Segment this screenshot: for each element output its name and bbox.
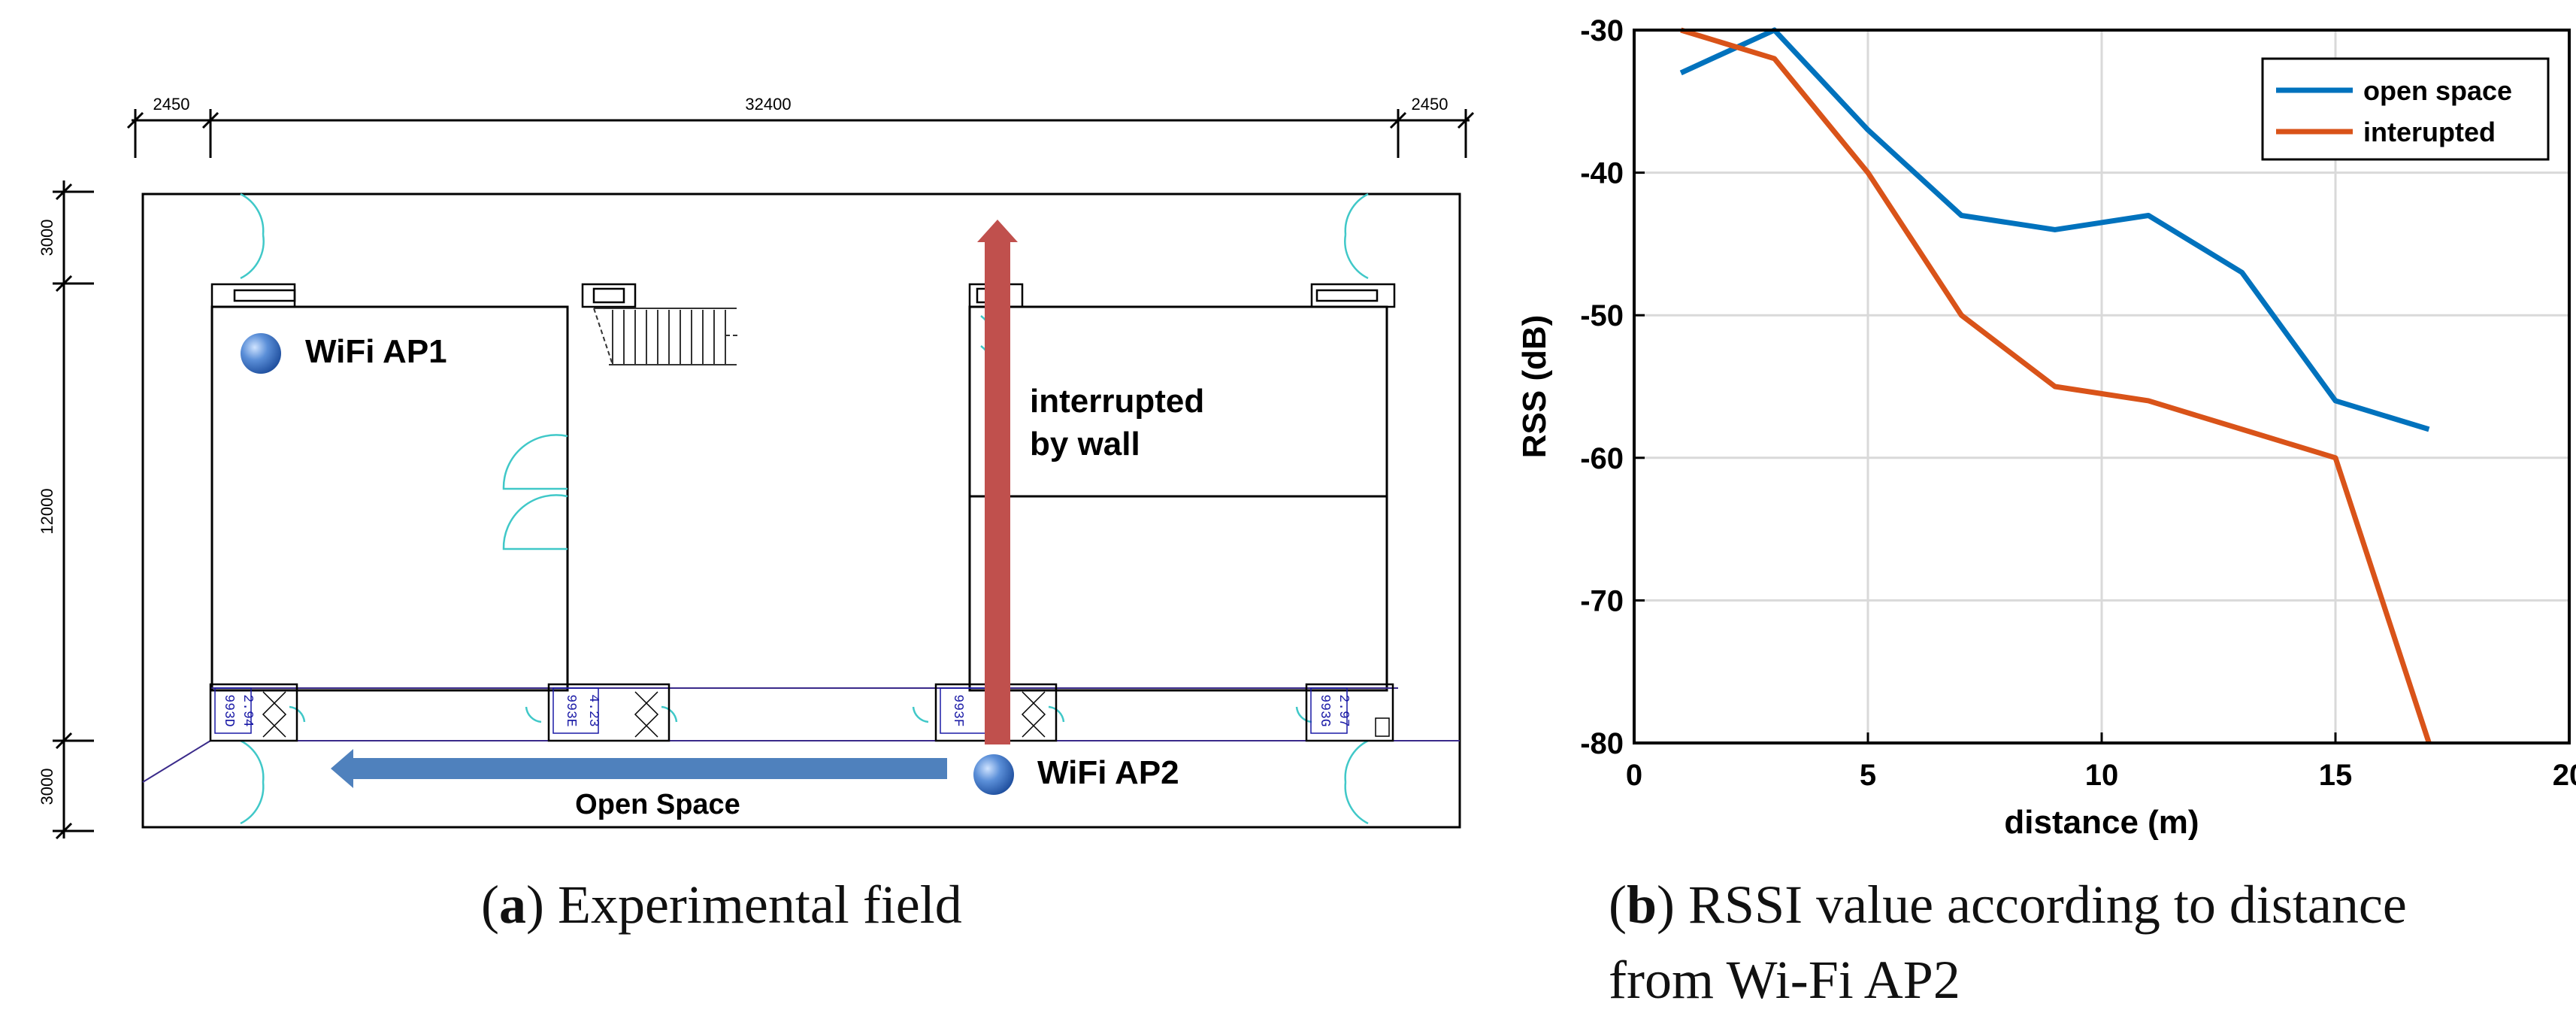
caption-a: (a) Experimental field — [481, 875, 962, 935]
stairs — [593, 308, 740, 365]
y-tick-label: -80 — [1580, 727, 1624, 760]
room-left — [210, 305, 569, 692]
room-tag-2: 993E — [563, 694, 578, 726]
series-line-2 — [1680, 27, 2432, 744]
room-tags: 993D 2.94 993E 4.23 993F 993G 2.97 — [214, 687, 1351, 734]
rssi-chart-panel: 0 5 10 15 20 -30 -40 -50 -60 -70 -80 distance (m)… — [1496, 0, 2576, 1031]
x-tick-label: 15 — [2319, 759, 2353, 792]
x-tick-labels: 0 5 10 15 20 — [1626, 759, 2576, 792]
room-tag-1: 993D — [221, 694, 236, 726]
dim-left-bot-v: 3000 — [38, 769, 56, 805]
y-tick-label: -40 — [1580, 157, 1624, 190]
x-tick-label: 0 — [1626, 759, 1642, 792]
chart-series — [1679, 27, 2432, 744]
open-space-label: Open Space — [575, 789, 740, 820]
room-right — [968, 305, 1388, 692]
x-tick-label: 10 — [2085, 759, 2119, 792]
dim-right-top: 2450 — [1412, 95, 1448, 114]
utility-rooms — [209, 683, 1394, 742]
room-tag-4: 993G — [1317, 694, 1332, 726]
top-dimension-line — [126, 109, 1475, 158]
wall-label-line2: by wall — [1030, 426, 1140, 462]
ap1-marker-icon — [241, 333, 281, 374]
x-tick-label: 20 — [2553, 759, 2576, 792]
room-tag-3: 993F — [950, 694, 965, 726]
column-markers — [210, 283, 1396, 308]
doors — [240, 193, 1369, 825]
caption-a-text: Experimental field — [557, 875, 962, 935]
ap2-marker-icon — [973, 754, 1014, 795]
room-size-4: 2.97 — [1336, 694, 1351, 726]
y-axis-label: RSS (dB) — [1516, 315, 1553, 459]
dim-left-top-v: 3000 — [38, 220, 56, 256]
caption-b-line2: from Wi-Fi AP2 — [1609, 948, 1960, 1012]
series-line-1 — [1679, 27, 2430, 432]
floor-plan-panel: 2450 32400 2450 3000 12000 3000 — [38, 95, 1475, 840]
dim-left-top: 2450 — [153, 95, 190, 114]
corridor-line-diagonal — [142, 740, 211, 783]
y-tick-label: -30 — [1580, 14, 1624, 47]
dim-left-mid-v: 12000 — [38, 488, 56, 534]
caption-b-line1: (b) RSSI value according to distance — [1609, 875, 2407, 935]
rssi-chart: 0 5 10 15 20 -30 -40 -50 -60 -70 -80 distance (m)… — [1516, 14, 2576, 841]
legend-label-2: interupted — [2363, 117, 2496, 147]
wall-label-line1: interrupted — [1030, 383, 1204, 420]
y-tick-label: -70 — [1580, 584, 1624, 617]
room-size-2: 4.23 — [586, 694, 601, 726]
dim-middle-top: 32400 — [745, 95, 791, 114]
y-tick-label: -50 — [1580, 299, 1624, 332]
building-outline — [141, 193, 1461, 829]
x-axis-label: distance (m) — [2004, 804, 2199, 841]
ap2-label: WiFi AP2 — [1037, 754, 1179, 791]
caption-b-text-2: from Wi-Fi AP2 — [1609, 950, 1960, 1010]
open-space-arrow — [331, 749, 947, 788]
legend-label-1: open space — [2363, 75, 2512, 106]
caption-a-letter: a — [498, 875, 526, 935]
y-tick-labels: -30 -40 -50 -60 -70 -80 — [1580, 14, 1624, 760]
room-size-1: 2.94 — [240, 694, 255, 726]
left-dimension-line — [53, 180, 94, 840]
x-tick-label: 5 — [1860, 759, 1876, 792]
wall-path-arrow — [977, 220, 1018, 744]
caption-b-text-1: RSSI value according to distance — [1688, 875, 2407, 935]
chart-legend: open space interupted — [2261, 57, 2550, 161]
plot-frame — [1633, 29, 2571, 744]
floor-plan-drawing: 2450 32400 2450 3000 12000 3000 — [38, 95, 1475, 840]
ap1-label: WiFi AP1 — [305, 333, 447, 370]
caption-b-letter: b — [1626, 875, 1657, 935]
legend-box — [2261, 57, 2550, 161]
y-tick-label: -60 — [1580, 442, 1624, 475]
